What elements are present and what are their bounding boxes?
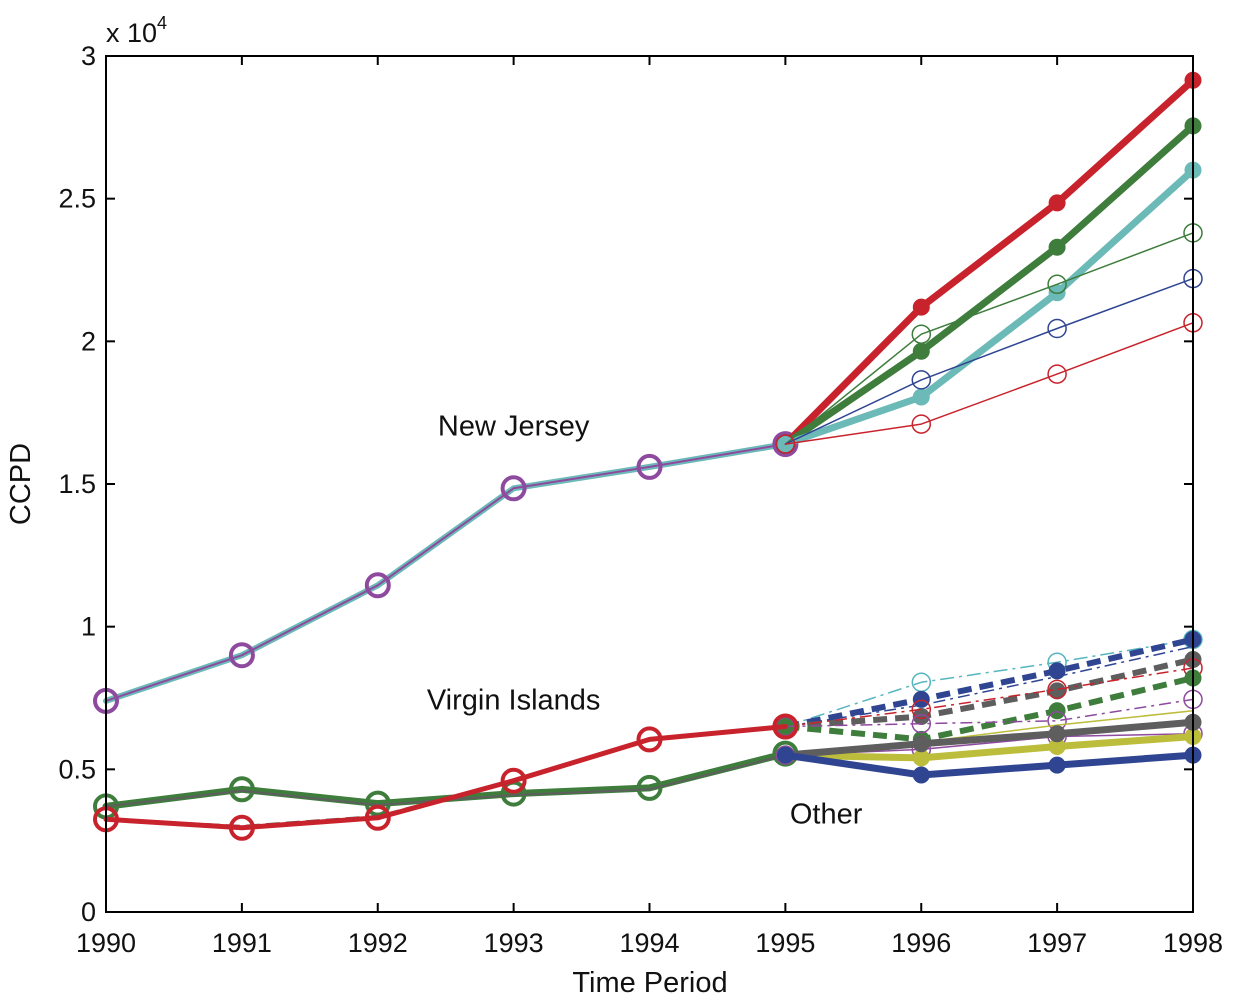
data-point — [500, 767, 527, 794]
data-point — [776, 746, 794, 764]
series-line — [784, 322, 1194, 445]
annotation-label: Virgin Islands — [427, 684, 601, 716]
data-point — [911, 370, 932, 390]
data-point — [912, 298, 930, 316]
y-tick-label: 2 — [81, 326, 96, 356]
data-point — [1048, 238, 1066, 256]
series-line — [103, 724, 788, 831]
y-tick-label: 1 — [81, 612, 96, 642]
series-line — [105, 443, 787, 702]
data-point — [500, 475, 527, 502]
series-line — [781, 718, 1197, 759]
series-18 — [93, 713, 799, 841]
data-point — [228, 642, 255, 669]
data-point — [912, 690, 930, 708]
series-12 — [785, 645, 1194, 728]
series-3 — [776, 117, 1202, 453]
plot-frame — [105, 55, 1194, 913]
tick-layer — [105, 55, 1194, 913]
series-8 — [93, 740, 799, 820]
series-line — [785, 656, 1194, 730]
data-point — [911, 324, 932, 344]
data-point — [636, 774, 663, 801]
series-line — [785, 698, 1194, 728]
y-tick-label: 1.5 — [58, 469, 96, 499]
y-exponent-base: x 10 — [106, 18, 157, 48]
data-point — [912, 735, 930, 753]
data-point — [1047, 364, 1067, 384]
series-line — [784, 636, 1194, 730]
data-point — [1048, 662, 1066, 680]
x-tick-label: 1993 — [484, 928, 544, 958]
series-line — [781, 166, 1197, 448]
data-point — [1048, 725, 1066, 743]
data-point — [911, 713, 932, 734]
x-tick-label: 1991 — [212, 928, 272, 958]
data-point — [228, 776, 255, 803]
data-point — [772, 713, 799, 740]
data-point — [1048, 702, 1066, 720]
series-line — [784, 232, 1194, 445]
y-tick-label: 2.5 — [58, 184, 96, 214]
annotation-label: New Jersey — [438, 410, 590, 442]
data-point — [364, 572, 391, 599]
series-line — [785, 645, 1194, 728]
data-point — [912, 388, 930, 406]
y-tick-label: 0 — [81, 897, 96, 927]
data-point — [1047, 679, 1067, 700]
data-point — [775, 434, 796, 454]
y-tick-label: 0.5 — [58, 754, 96, 784]
data-point — [911, 699, 932, 720]
data-point — [364, 804, 391, 831]
series-line — [785, 667, 1194, 728]
data-point — [636, 726, 663, 753]
series-line — [785, 675, 1194, 743]
x-tick-label: 1997 — [1027, 928, 1087, 958]
series-line — [781, 733, 1197, 762]
series-23 — [776, 746, 1202, 784]
data-point — [228, 814, 255, 841]
data-point — [772, 431, 799, 458]
series-line — [781, 122, 1197, 448]
data-point — [911, 414, 932, 434]
series-1 — [105, 443, 787, 702]
x-axis-title: Time Period — [572, 967, 727, 999]
series-line — [103, 441, 789, 704]
series-line — [784, 277, 1194, 445]
data-point — [636, 453, 663, 480]
y-exponent-label: x 104 — [106, 13, 167, 48]
x-tick-label: 1995 — [755, 928, 815, 958]
data-point — [912, 766, 930, 784]
series-2 — [776, 71, 1202, 453]
y-axis-title: CCPD — [5, 443, 37, 525]
series-line — [781, 751, 1197, 779]
data-point — [912, 749, 930, 767]
annotation-label: Other — [790, 799, 863, 831]
series-5 — [775, 223, 1203, 454]
data-point — [1048, 756, 1066, 774]
data-point — [912, 708, 930, 725]
x-tick-label: 1994 — [619, 928, 679, 958]
y-tick-label: 3 — [81, 41, 96, 71]
x-tick-label: 1992 — [348, 928, 408, 958]
label-layer: 1990 1991 1992 1993 1994 1995 1996 1997 1998 0 0.5… — [58, 41, 1223, 958]
data-point — [912, 342, 930, 360]
series-7 — [775, 313, 1203, 454]
x-tick-label: 1990 — [76, 928, 136, 958]
series-line — [781, 76, 1197, 448]
x-tick-label: 1998 — [1163, 928, 1223, 958]
data-point — [1047, 274, 1067, 295]
y-exponent-power: 4 — [157, 13, 167, 33]
series-layer — [93, 71, 1203, 841]
data-point — [1047, 318, 1067, 339]
data-point — [1048, 194, 1066, 212]
x-tick-label: 1996 — [891, 928, 951, 958]
